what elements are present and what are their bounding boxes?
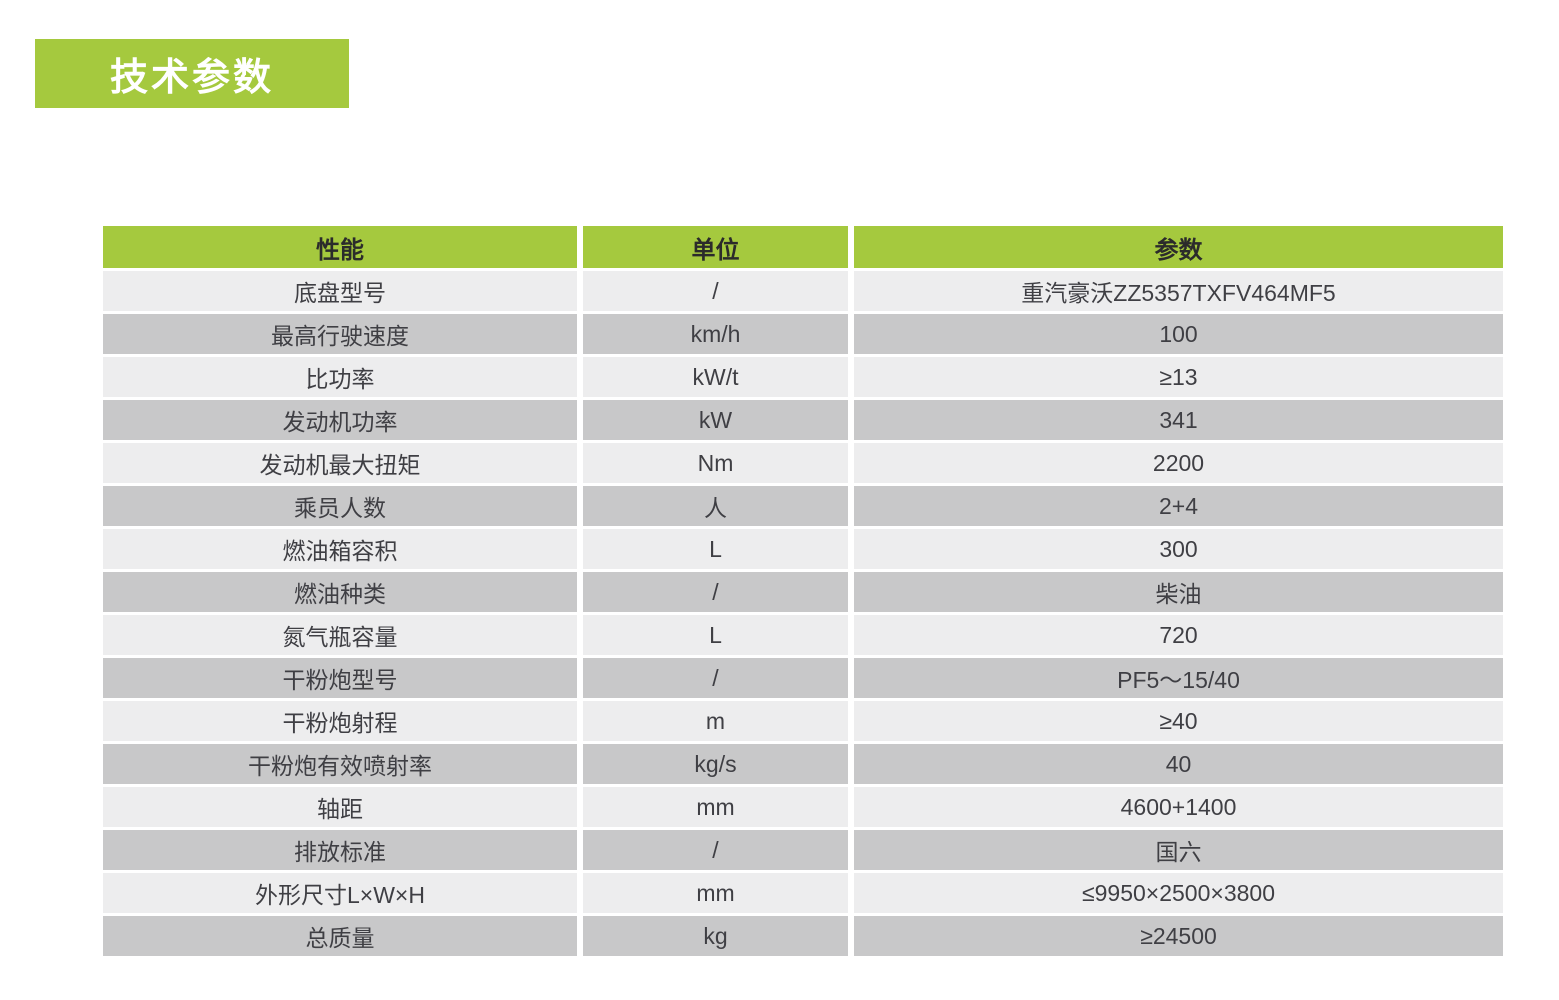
cell-parameter-value: 重汽豪沃ZZ5357TXFV464MF5: [854, 271, 1503, 311]
cell-unit: kW/t: [583, 357, 848, 397]
cell-performance-label: 比功率: [103, 357, 577, 397]
cell-unit: /: [583, 830, 848, 870]
cell-parameter-value: ≥40: [854, 701, 1503, 741]
table-row: 燃油种类 / 柴油: [103, 572, 1503, 612]
cell-parameter-value: 100: [854, 314, 1503, 354]
table-row: 干粉炮有效喷射率 kg/s 40: [103, 744, 1503, 784]
cell-parameter-value: PF5～15/40: [854, 658, 1503, 698]
cell-performance-label: 总质量: [103, 916, 577, 956]
section-title-text: 技术参数: [109, 57, 274, 99]
section-title-badge: 技术参数: [35, 39, 349, 108]
spec-table: 性能 单位 参数 底盘型号 / 重汽豪沃ZZ5357TXFV464MF5 最高行…: [97, 223, 1509, 959]
table-row: 干粉炮型号 / PF5～15/40: [103, 658, 1503, 698]
cell-unit: 人: [583, 486, 848, 526]
header-cell-parameter: 参数: [854, 226, 1503, 268]
cell-unit: km/h: [583, 314, 848, 354]
table-row: 外形尺寸L×W×H mm ≤9950×2500×3800: [103, 873, 1503, 913]
cell-parameter-value: ≥13: [854, 357, 1503, 397]
cell-performance-label: 发动机最大扭矩: [103, 443, 577, 483]
cell-unit: Nm: [583, 443, 848, 483]
cell-performance-label: 氮气瓶容量: [103, 615, 577, 655]
cell-unit: kg: [583, 916, 848, 956]
cell-parameter-value: 300: [854, 529, 1503, 569]
table-row: 底盘型号 / 重汽豪沃ZZ5357TXFV464MF5: [103, 271, 1503, 311]
cell-unit: /: [583, 572, 848, 612]
cell-parameter-value: ≥24500: [854, 916, 1503, 956]
cell-parameter-value: ≤9950×2500×3800: [854, 873, 1503, 913]
cell-performance-label: 干粉炮有效喷射率: [103, 744, 577, 784]
header-cell-performance: 性能: [103, 226, 577, 268]
cell-unit: mm: [583, 787, 848, 827]
cell-parameter-value: 国六: [854, 830, 1503, 870]
table-row: 氮气瓶容量 L 720: [103, 615, 1503, 655]
table-row: 比功率 kW/t ≥13: [103, 357, 1503, 397]
cell-performance-label: 最高行驶速度: [103, 314, 577, 354]
table-body: 底盘型号 / 重汽豪沃ZZ5357TXFV464MF5 最高行驶速度 km/h …: [103, 271, 1503, 956]
cell-parameter-value: 40: [854, 744, 1503, 784]
cell-parameter-value: 柴油: [854, 572, 1503, 612]
cell-unit: m: [583, 701, 848, 741]
cell-performance-label: 燃油种类: [103, 572, 577, 612]
cell-unit: /: [583, 658, 848, 698]
cell-parameter-value: 720: [854, 615, 1503, 655]
cell-unit: mm: [583, 873, 848, 913]
table-row: 排放标准 / 国六: [103, 830, 1503, 870]
table-row: 燃油箱容积 L 300: [103, 529, 1503, 569]
cell-performance-label: 燃油箱容积: [103, 529, 577, 569]
cell-unit: /: [583, 271, 848, 311]
table-row: 乘员人数 人 2+4: [103, 486, 1503, 526]
cell-parameter-value: 2200: [854, 443, 1503, 483]
table-row: 发动机最大扭矩 Nm 2200: [103, 443, 1503, 483]
table-row: 轴距 mm 4600+1400: [103, 787, 1503, 827]
cell-parameter-value: 2+4: [854, 486, 1503, 526]
cell-parameter-value: 4600+1400: [854, 787, 1503, 827]
table-row: 干粉炮射程 m ≥40: [103, 701, 1503, 741]
header-cell-unit: 单位: [583, 226, 848, 268]
cell-unit: L: [583, 529, 848, 569]
cell-performance-label: 干粉炮射程: [103, 701, 577, 741]
cell-unit: kW: [583, 400, 848, 440]
cell-performance-label: 轴距: [103, 787, 577, 827]
table-row: 总质量 kg ≥24500: [103, 916, 1503, 956]
cell-performance-label: 排放标准: [103, 830, 577, 870]
cell-performance-label: 底盘型号: [103, 271, 577, 311]
cell-parameter-value: 341: [854, 400, 1503, 440]
table-header-row: 性能 单位 参数: [103, 226, 1503, 268]
table-row: 最高行驶速度 km/h 100: [103, 314, 1503, 354]
cell-performance-label: 外形尺寸L×W×H: [103, 873, 577, 913]
cell-unit: L: [583, 615, 848, 655]
cell-unit: kg/s: [583, 744, 848, 784]
cell-performance-label: 乘员人数: [103, 486, 577, 526]
cell-performance-label: 发动机功率: [103, 400, 577, 440]
cell-performance-label: 干粉炮型号: [103, 658, 577, 698]
table-row: 发动机功率 kW 341: [103, 400, 1503, 440]
